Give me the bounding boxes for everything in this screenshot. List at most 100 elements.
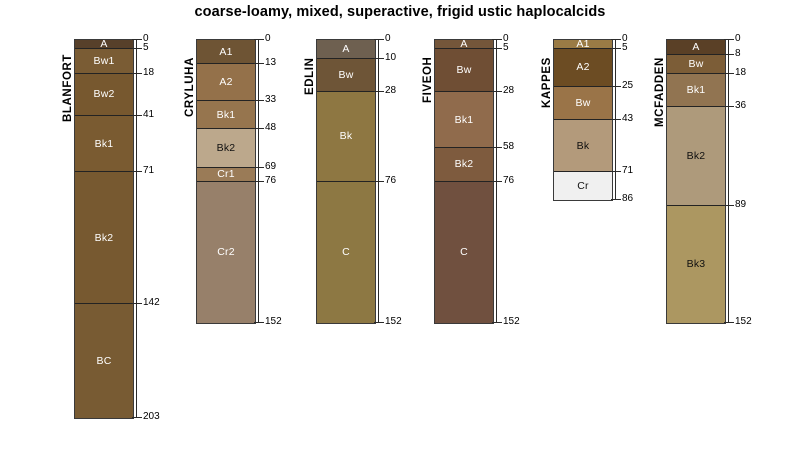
horizon-label: Bk1 xyxy=(454,113,474,126)
horizon-c: C xyxy=(435,181,493,323)
depth-tick-leader xyxy=(728,39,734,40)
horizon-bk2: Bk2 xyxy=(197,129,255,169)
depth-tick-label: 76 xyxy=(503,174,515,186)
horizon-label: Bk2 xyxy=(454,158,474,171)
horizon-label: BC xyxy=(96,355,112,368)
depth-tick xyxy=(132,115,138,117)
depth-tick xyxy=(254,100,260,102)
horizon-cr1: Cr1 xyxy=(197,168,255,182)
horizon-bw: Bw xyxy=(435,49,493,93)
horizon-a: A xyxy=(435,40,493,50)
depth-tick-leader xyxy=(258,39,264,40)
depth-tick-label: 48 xyxy=(265,122,277,134)
depth-tick-label: 0 xyxy=(503,33,509,44)
depth-tick-label: 203 xyxy=(143,410,160,422)
depth-tick-label: 25 xyxy=(622,79,634,91)
horizon-a: A xyxy=(317,40,375,59)
horizon-a2: A2 xyxy=(554,49,612,87)
depth-tick xyxy=(254,39,260,40)
depth-tick xyxy=(724,322,730,324)
depth-tick-label: 41 xyxy=(143,109,155,121)
depth-tick-leader xyxy=(615,119,621,121)
depth-tick-leader xyxy=(615,48,621,50)
horizon-label: Bw xyxy=(456,64,472,77)
horizon-label: Bk3 xyxy=(686,258,706,271)
horizon-label: Cr1 xyxy=(217,168,235,181)
depth-tick-label: 28 xyxy=(385,85,397,97)
horizon-a: A xyxy=(75,40,133,50)
horizon-label: A xyxy=(342,42,350,55)
depth-tick xyxy=(254,167,260,169)
depth-tick-label: 18 xyxy=(735,66,747,78)
depth-tick xyxy=(132,72,138,74)
depth-tick xyxy=(611,48,617,50)
depth-tick-label: 28 xyxy=(503,85,515,97)
horizon-cr2: Cr2 xyxy=(197,181,255,323)
depth-tick xyxy=(254,63,260,65)
depth-tick-leader xyxy=(378,322,384,324)
depth-tick-leader xyxy=(615,199,621,201)
depth-tick xyxy=(724,39,730,40)
depth-tick xyxy=(132,303,138,305)
depth-tick-leader xyxy=(378,180,384,182)
profile-column: A Bw Bk1 Bk2 C xyxy=(434,39,494,325)
depth-tick xyxy=(374,322,380,324)
depth-tick xyxy=(254,322,260,324)
depth-tick-leader xyxy=(728,204,734,206)
depth-tick xyxy=(374,57,380,59)
depth-tick xyxy=(374,39,380,40)
horizon-label: Bw xyxy=(575,96,591,109)
horizon-label: Bk1 xyxy=(94,137,114,150)
horizon-label: A2 xyxy=(219,76,233,89)
profile-column: A1 A2 Bw Bk Cr xyxy=(553,39,613,202)
depth-axis xyxy=(728,39,729,323)
depth-tick-label: 71 xyxy=(622,165,634,177)
depth-tick-label: 8 xyxy=(735,47,741,59)
depth-tick-leader xyxy=(136,171,142,173)
horizon-label: Bk2 xyxy=(94,231,114,244)
depth-tick-leader xyxy=(258,100,264,102)
profile-column: A Bw1 Bw2 Bk1 Bk2 BC xyxy=(74,39,134,419)
horizon-label: C xyxy=(342,246,350,259)
horizon-label: A xyxy=(100,40,108,50)
horizon-c: C xyxy=(317,181,375,323)
horizon-bk1: Bk1 xyxy=(197,101,255,130)
depth-tick-label: 58 xyxy=(503,140,515,152)
profile-name-label: FIVEOH xyxy=(422,56,434,104)
depth-tick-leader xyxy=(496,91,502,93)
depth-tick xyxy=(492,91,498,93)
horizon-label: A xyxy=(460,40,468,50)
depth-axis xyxy=(136,39,137,417)
horizon-label: Bw2 xyxy=(93,88,115,101)
depth-tick-label: 152 xyxy=(503,316,520,328)
depth-tick xyxy=(492,146,498,148)
profile-name-label: MCFADDEN xyxy=(654,57,666,128)
depth-tick-label: 10 xyxy=(385,51,397,63)
horizon-bc: BC xyxy=(75,304,133,418)
horizon-bk1: Bk1 xyxy=(75,116,133,173)
depth-tick-label: 5 xyxy=(503,42,509,54)
depth-tick-label: 18 xyxy=(143,66,155,78)
depth-tick xyxy=(611,85,617,87)
horizon-label: Bw xyxy=(688,57,704,70)
depth-tick-leader xyxy=(136,39,142,40)
depth-tick-label: 43 xyxy=(622,113,634,125)
profile-name-label: EDLIN xyxy=(304,57,316,95)
depth-tick xyxy=(132,416,138,418)
profile-column: A Bw Bk C xyxy=(316,39,376,325)
profile-name-label: BLANFORT xyxy=(62,53,74,122)
depth-tick-label: 13 xyxy=(265,57,277,69)
depth-tick-leader xyxy=(136,72,142,74)
horizon-label: Cr xyxy=(577,180,589,193)
depth-tick-leader xyxy=(496,180,502,182)
horizon-cr: Cr xyxy=(554,172,612,201)
depth-tick xyxy=(132,39,138,40)
depth-tick-label: 89 xyxy=(735,198,747,210)
depth-tick-label: 0 xyxy=(735,33,741,44)
depth-tick xyxy=(492,322,498,324)
depth-tick xyxy=(724,53,730,55)
depth-tick-label: 0 xyxy=(143,33,149,44)
horizon-label: Bk xyxy=(339,130,353,143)
horizon-a1: A1 xyxy=(554,40,612,50)
horizon-a1: A1 xyxy=(197,40,255,65)
